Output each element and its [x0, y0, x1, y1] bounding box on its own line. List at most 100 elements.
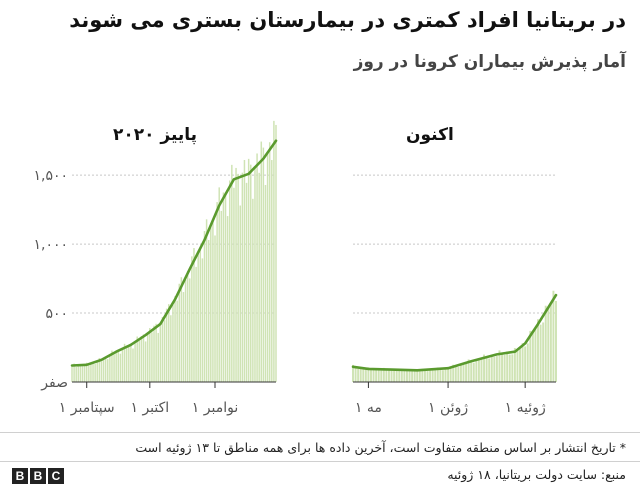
average-line [70, 139, 278, 367]
daily-bar [539, 324, 542, 382]
daily-bar [247, 158, 250, 382]
x-tick-label: ۱ نوامبر [192, 400, 238, 416]
daily-bar [429, 368, 432, 382]
daily-bar [483, 354, 486, 382]
daily-bar [472, 362, 475, 382]
chart-panel: ۱ سپتامبر ۱ اکتبر ۱ نوامبر صفر ۵۰۰ ۱,۰۰۰ ۱,۵۰۰… [33, 120, 278, 416]
daily-bar [447, 368, 450, 382]
daily-bar [195, 266, 197, 382]
daily-bar [362, 368, 365, 382]
daily-bar [90, 364, 92, 382]
daily-bar [506, 351, 509, 382]
daily-bar [467, 359, 470, 382]
daily-bar [423, 370, 426, 382]
daily-bar [385, 368, 388, 382]
daily-bar [426, 371, 429, 382]
daily-bar [273, 120, 275, 383]
daily-bar [457, 367, 460, 382]
daily-bar [243, 159, 246, 382]
daily-bar [170, 315, 172, 382]
daily-bar [544, 305, 547, 382]
daily-bar [136, 336, 138, 382]
daily-bar [547, 307, 550, 382]
daily-bar [174, 296, 176, 382]
daily-bar [104, 356, 107, 382]
daily-bar [161, 316, 164, 382]
daily-bar [511, 354, 514, 382]
daily-bar [439, 369, 442, 382]
daily-bar [182, 292, 185, 382]
daily-bar [207, 240, 210, 382]
daily-bar [125, 348, 128, 382]
daily-bar [524, 346, 527, 382]
footnote: * تاریخ انتشار بر اساس منطقه متفاوت است،… [135, 440, 626, 455]
daily-bar [519, 348, 521, 382]
chart-panel: ۱ مه ۱ ژوئن ۱ ژوئیه اکنون [351, 125, 558, 416]
daily-bar [142, 334, 145, 382]
daily-bar [388, 370, 390, 382]
daily-bar [77, 365, 80, 382]
daily-bar [109, 354, 111, 382]
daily-bar [403, 370, 406, 382]
daily-bar [408, 370, 411, 382]
daily-bar [85, 362, 88, 382]
daily-bar [250, 164, 252, 382]
daily-bar [503, 354, 506, 382]
daily-bar [470, 361, 473, 382]
daily-bar [380, 370, 383, 382]
source-note: منبع: سایت دولت بریتانیا، ۱۸ ژوئیه [447, 467, 626, 482]
daily-bar [117, 349, 120, 382]
daily-bar [153, 325, 155, 382]
daily-bar [119, 353, 122, 382]
daily-bar [222, 192, 225, 382]
daily-bar [531, 330, 534, 382]
daily-bar [197, 253, 199, 382]
daily-bar [452, 364, 455, 382]
daily-bar [134, 342, 136, 382]
daily-bar [354, 366, 357, 382]
daily-bar [256, 153, 258, 382]
daily-bar [516, 348, 519, 382]
daily-bar [534, 328, 537, 382]
daily-bar [421, 368, 424, 382]
daily-bar [98, 357, 101, 382]
daily-bar [165, 308, 168, 382]
daily-bar [395, 370, 398, 382]
daily-bar [224, 192, 227, 382]
daily-bar [552, 290, 555, 382]
daily-bar [193, 248, 195, 382]
daily-bar [113, 354, 115, 382]
daily-bar [475, 359, 478, 382]
daily-bar [81, 366, 84, 382]
daily-bar [237, 173, 239, 382]
daily-bar [146, 334, 149, 382]
daily-bar [375, 368, 378, 382]
daily-bar [485, 356, 488, 382]
x-tick-label: ۱ مه [355, 400, 382, 416]
daily-bar [390, 368, 393, 382]
daily-bar [393, 370, 396, 382]
y-tick-label: ۱,۰۰۰ [33, 237, 68, 253]
bbc-logo: B B C [12, 468, 64, 484]
bbc-logo-letter: C [48, 468, 64, 484]
daily-bar [96, 360, 98, 382]
daily-bar [266, 153, 269, 382]
daily-bar [140, 336, 143, 382]
daily-bar [178, 283, 180, 382]
daily-bar [79, 364, 82, 382]
daily-bar [431, 369, 434, 382]
daily-bar [436, 367, 439, 382]
daily-bar [490, 354, 493, 382]
average-line [351, 293, 558, 372]
daily-bar [434, 369, 437, 382]
daily-bar [155, 323, 157, 382]
daily-bar [226, 216, 229, 382]
daily-bar [413, 369, 416, 382]
daily-bar [526, 343, 529, 382]
daily-bar [233, 187, 235, 382]
daily-bar [549, 304, 552, 382]
x-tick-label: ۱ ژوئیه [505, 400, 546, 416]
daily-bar [130, 343, 132, 382]
daily-bar [132, 348, 134, 382]
daily-bar [138, 340, 141, 382]
